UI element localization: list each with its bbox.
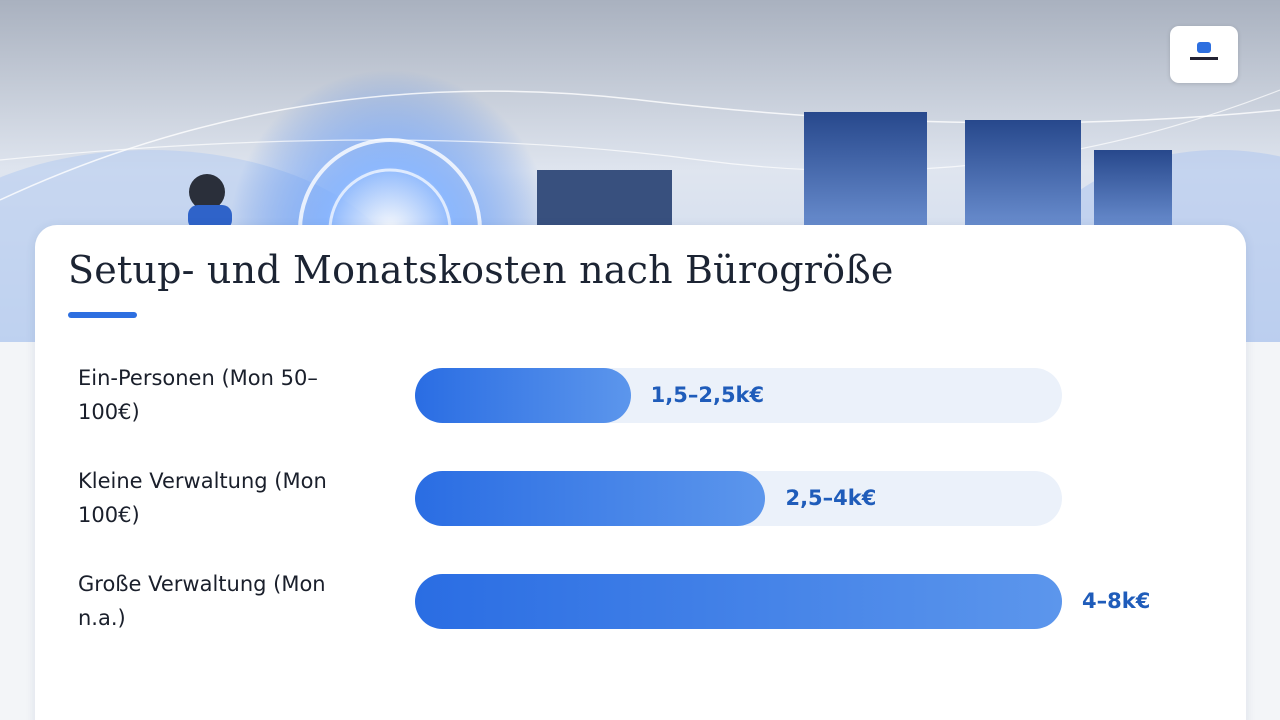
value-label: 2,5–4k€ [785,485,877,510]
title-accent [68,312,137,318]
bar [415,573,1062,629]
category-label: Ein-Personen (Mon 50–100€) [78,366,318,424]
logo[interactable] [1170,26,1238,83]
category-label: Kleine Verwaltung (Mon 100€) [78,469,327,527]
chart-title: Setup- und Monatskosten nach Bürogröße [68,248,894,292]
category-label: Große Verwaltung (Mon n.a.) [78,572,326,630]
logo-icon [1190,42,1218,60]
bar [415,470,766,526]
value-label: 1,5–2,5k€ [650,382,765,407]
value-label: 4–8k€ [1082,588,1151,613]
bar [415,367,631,423]
